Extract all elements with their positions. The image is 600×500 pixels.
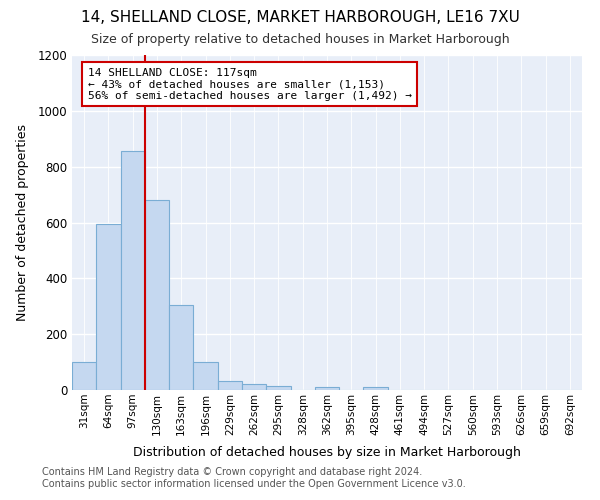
Bar	[96, 224, 121, 390]
Bar	[145, 200, 169, 390]
Bar	[364, 386, 388, 390]
X-axis label: Distribution of detached houses by size in Market Harborough: Distribution of detached houses by size …	[133, 446, 521, 459]
Bar	[121, 152, 145, 390]
Bar	[218, 381, 242, 390]
Y-axis label: Number of detached properties: Number of detached properties	[16, 124, 29, 321]
Text: Contains HM Land Registry data © Crown copyright and database right 2024.
Contai: Contains HM Land Registry data © Crown c…	[42, 468, 466, 489]
Bar	[169, 305, 193, 390]
Bar	[72, 362, 96, 390]
Text: Size of property relative to detached houses in Market Harborough: Size of property relative to detached ho…	[91, 32, 509, 46]
Text: 14 SHELLAND CLOSE: 117sqm
← 43% of detached houses are smaller (1,153)
56% of se: 14 SHELLAND CLOSE: 117sqm ← 43% of detac…	[88, 68, 412, 101]
Bar	[266, 386, 290, 390]
Bar	[315, 387, 339, 390]
Bar	[193, 362, 218, 390]
Text: 14, SHELLAND CLOSE, MARKET HARBOROUGH, LE16 7XU: 14, SHELLAND CLOSE, MARKET HARBOROUGH, L…	[80, 10, 520, 25]
Bar	[242, 384, 266, 390]
